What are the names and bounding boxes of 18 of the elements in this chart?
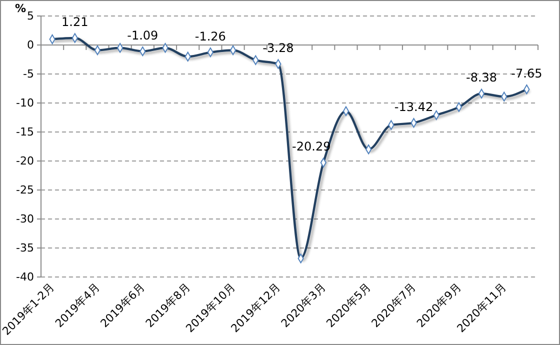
y-axis-title: %: [15, 2, 26, 15]
data-label: -7.65: [511, 66, 542, 80]
y-tick-label: -10: [16, 96, 34, 110]
y-tick-label: 5: [27, 10, 34, 23]
y-tick-label: -30: [16, 212, 34, 226]
data-label: -1.09: [127, 28, 158, 42]
data-label: -13.42: [394, 100, 434, 114]
y-tick-label: -35: [16, 242, 34, 255]
y-tick-label: -25: [16, 184, 34, 197]
y-tick-label: 0: [27, 38, 34, 52]
data-label: -8.38: [466, 70, 498, 85]
data-label: -1.26: [194, 29, 226, 44]
y-tick-label: -20: [16, 154, 34, 168]
y-tick-label: -40: [16, 270, 34, 284]
y-tick-label: -15: [16, 126, 34, 139]
data-label: 1.21: [62, 14, 88, 29]
y-tick-label: -5: [23, 68, 34, 81]
data-label: -3.28: [262, 41, 294, 56]
